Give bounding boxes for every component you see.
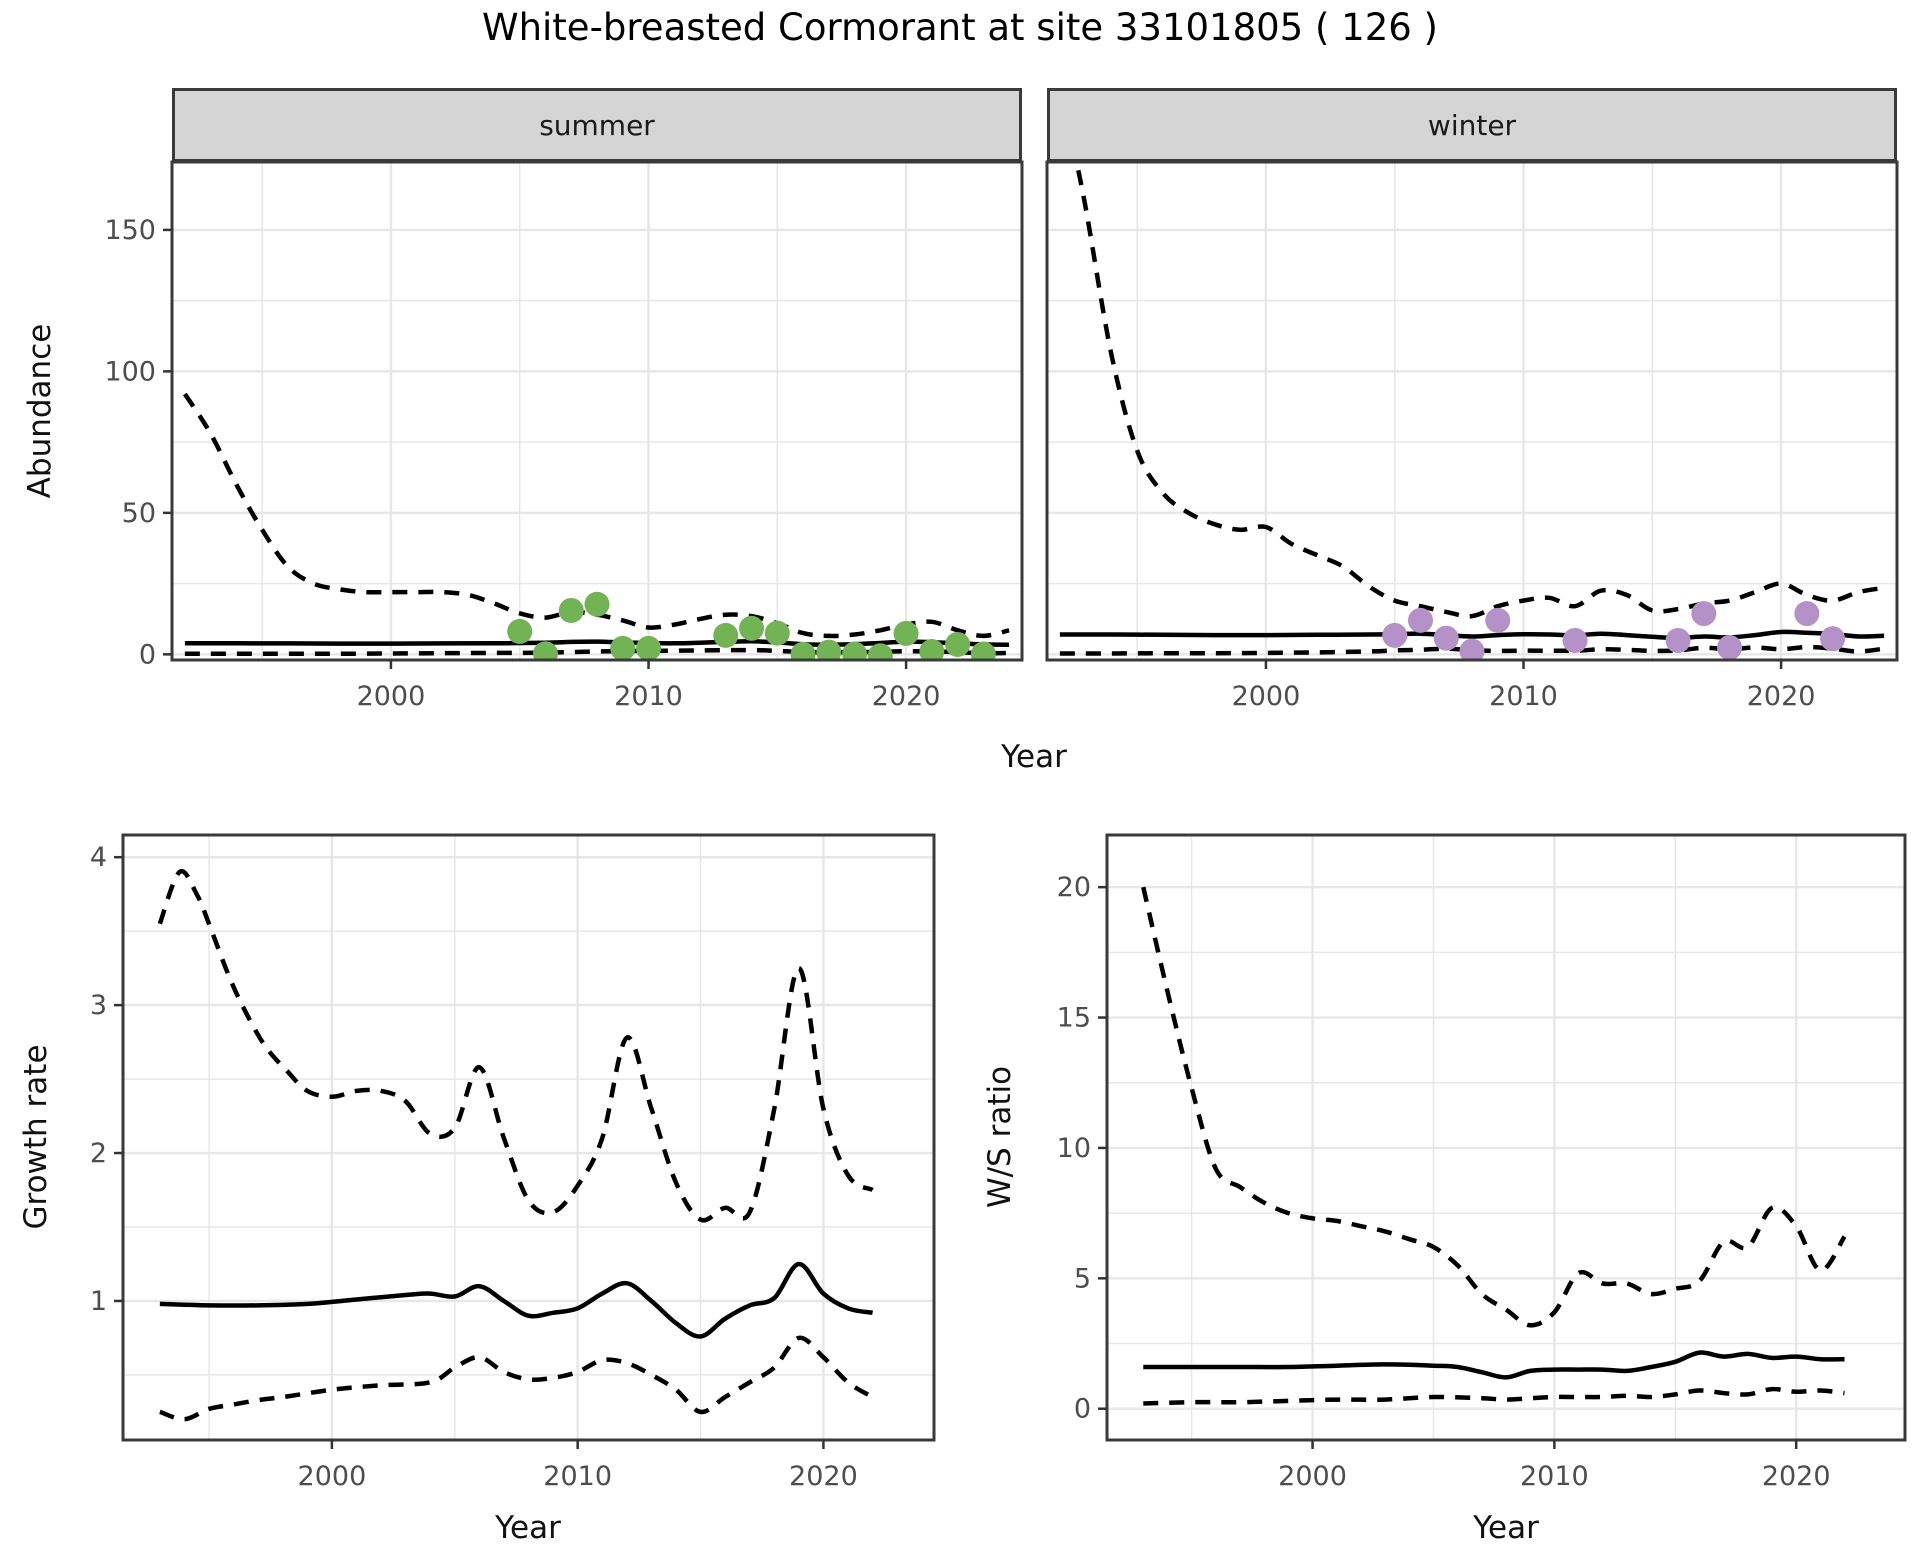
axes: 2000 2010 2020 0 50 100 150 xyxy=(104,215,940,712)
data-point xyxy=(1485,607,1511,633)
x-tick-label: 2020 xyxy=(789,1461,858,1492)
data-point xyxy=(970,641,996,660)
data-point xyxy=(1562,627,1588,653)
x-tick-label: 2000 xyxy=(1278,1461,1347,1492)
y-tick-label: 0 xyxy=(139,639,156,670)
lower-ci-line xyxy=(1059,644,1885,656)
data-point xyxy=(739,615,765,641)
y-tick-label: 150 xyxy=(104,215,156,246)
data-point xyxy=(1459,638,1485,660)
fit-line xyxy=(159,1261,874,1339)
axes: 2000 2010 2020 1 2 3 4 xyxy=(90,842,858,1492)
panel-summer-abundance: 2000 2010 2020 0 50 100 150 xyxy=(104,160,1024,712)
panel-ws-ratio: 2000 2010 2020 0 5 10 15 20 xyxy=(1057,833,1907,1492)
y-tick-label: 50 xyxy=(122,498,156,529)
facet-strip-summer-label: summer xyxy=(539,108,655,142)
y-axis-title-growth-rate: Growth rate xyxy=(18,1044,54,1230)
data-point xyxy=(1717,635,1743,660)
data-point xyxy=(816,639,842,660)
panel-background xyxy=(1107,835,1905,1440)
fit-line xyxy=(1143,1350,1845,1380)
upper-ci-line xyxy=(157,868,874,1223)
data-point xyxy=(1691,601,1717,627)
x-axis-title-year-bottom-right: Year xyxy=(1473,1510,1539,1546)
data-point xyxy=(610,635,636,660)
x-tick-label: 2010 xyxy=(1489,681,1558,712)
facet-strip-winter: winter xyxy=(1047,88,1897,162)
y-tick-label: 5 xyxy=(1074,1263,1091,1294)
data-point xyxy=(1794,601,1820,627)
series-group xyxy=(1141,886,1847,1406)
y-tick-label: 1 xyxy=(90,1286,107,1317)
y-tick-label: 2 xyxy=(90,1138,107,1169)
panel-border xyxy=(170,160,1024,662)
gridlines xyxy=(123,835,934,1440)
series-group xyxy=(157,868,874,1422)
x-tick-label: 2020 xyxy=(1747,681,1816,712)
axes: 2000 2010 2020 xyxy=(1232,660,1816,712)
axes: 2000 2010 2020 0 5 10 15 20 xyxy=(1057,872,1831,1492)
x-tick-label: 2020 xyxy=(872,681,941,712)
data-point xyxy=(1665,627,1691,653)
y-tick-label: 4 xyxy=(90,842,107,873)
fit-line xyxy=(1059,629,1885,641)
x-tick-label: 2020 xyxy=(1762,1461,1831,1492)
x-tick-label: 2000 xyxy=(1232,681,1301,712)
data-point xyxy=(507,618,533,644)
x-tick-label: 2010 xyxy=(1520,1461,1589,1492)
data-point xyxy=(1382,622,1408,648)
x-tick-label: 2000 xyxy=(357,681,426,712)
panel-growth-rate: 2000 2010 2020 1 2 3 4 xyxy=(90,833,936,1492)
y-axis-title-abundance: Abundance xyxy=(22,323,58,499)
facet-strip-summer: summer xyxy=(172,88,1022,162)
x-tick-label: 2010 xyxy=(614,681,683,712)
data-point xyxy=(713,622,739,648)
panel-border xyxy=(1105,833,1907,1442)
data-point xyxy=(636,635,662,660)
panel-background xyxy=(1047,162,1897,660)
series-group xyxy=(182,392,1010,660)
data-point xyxy=(893,620,919,646)
y-tick-label: 0 xyxy=(1074,1394,1091,1425)
data-point xyxy=(1433,625,1459,651)
facet-strip-winter-label: winter xyxy=(1427,108,1517,142)
data-point xyxy=(558,597,584,623)
panel-border xyxy=(1045,160,1899,662)
series-group xyxy=(1059,162,1885,660)
y-tick-label: 100 xyxy=(104,356,156,387)
lower-ci-line xyxy=(159,1335,874,1422)
x-tick-label: 2010 xyxy=(543,1461,612,1492)
panel-background xyxy=(123,835,934,1440)
data-point xyxy=(790,641,816,660)
gridlines xyxy=(1107,835,1905,1440)
data-point xyxy=(1820,626,1846,652)
chart-title: White-breasted Cormorant at site 3310180… xyxy=(481,6,1438,49)
data-point xyxy=(532,641,558,660)
data-point xyxy=(945,631,971,657)
upper-ci-line xyxy=(1074,162,1885,619)
y-tick-label: 15 xyxy=(1057,1003,1091,1034)
y-tick-label: 10 xyxy=(1057,1133,1091,1164)
data-point xyxy=(867,643,893,660)
panel-border xyxy=(121,833,936,1442)
data-point xyxy=(919,639,945,660)
data-point xyxy=(1407,607,1433,633)
data-point xyxy=(764,620,790,646)
panel-winter-abundance: 2000 2010 2020 xyxy=(1045,160,1899,712)
y-tick-label: 20 xyxy=(1057,872,1091,903)
lower-ci-line xyxy=(184,647,1010,657)
x-axis-title-year-bottom-left: Year xyxy=(495,1510,561,1546)
y-axis-title-ws-ratio: W/S ratio xyxy=(982,1065,1018,1209)
panel-background xyxy=(172,162,1022,660)
x-axis-title-year-top: Year xyxy=(1001,739,1067,775)
x-tick-label: 2000 xyxy=(298,1461,367,1492)
data-point xyxy=(584,591,610,617)
y-tick-label: 3 xyxy=(90,990,107,1021)
lower-ci-line xyxy=(1143,1386,1845,1406)
data-point xyxy=(842,641,868,660)
